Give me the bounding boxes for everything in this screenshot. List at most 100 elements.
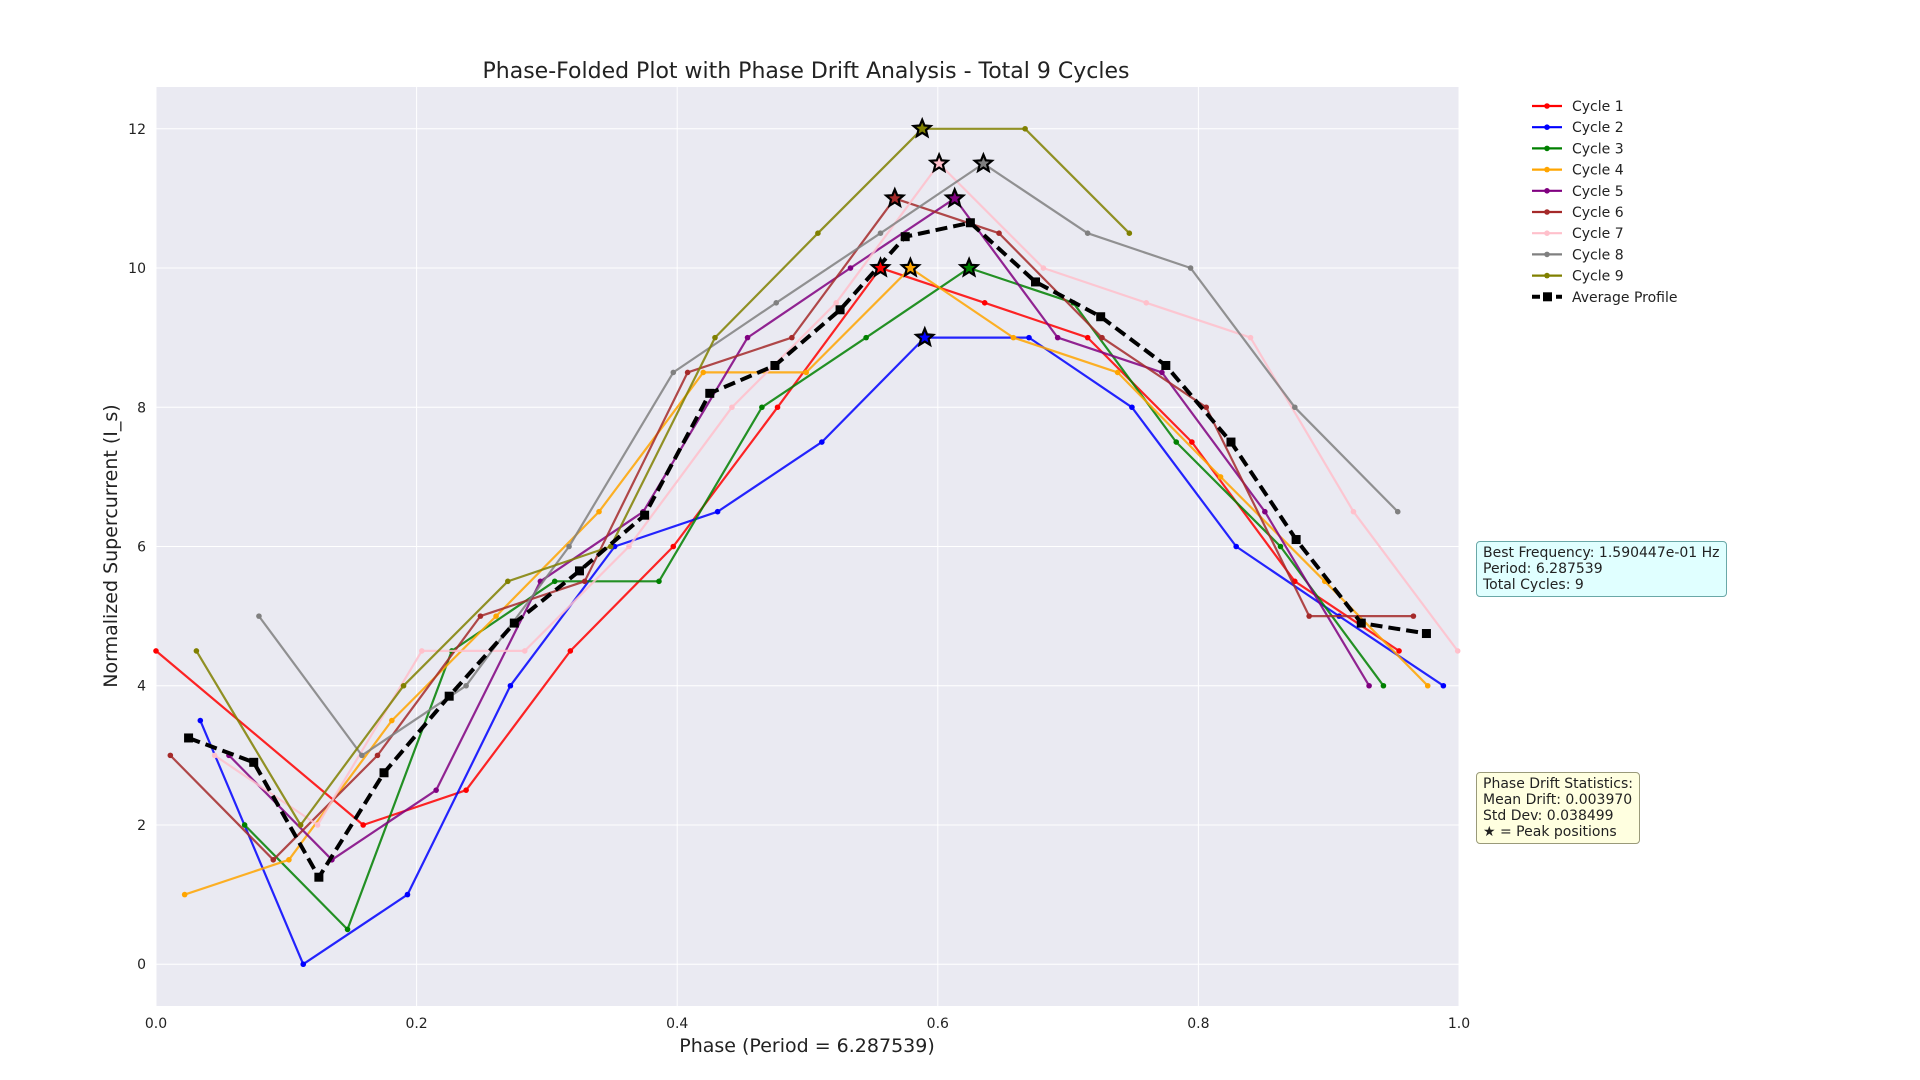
legend-label: Cycle 7 (1572, 226, 1624, 242)
average-profile-point (705, 388, 715, 398)
axis-ticks: 0.0 0.2 0.4 0.6 0.8 1.0 0 2 4 6 8 10 12 (128, 122, 1470, 1032)
data-point (712, 334, 718, 341)
peak-star-marker (910, 116, 934, 139)
data-point (815, 230, 821, 237)
data-point (759, 404, 765, 411)
data-point (833, 300, 839, 306)
data-point (1410, 613, 1417, 619)
legend-entry: Average Profile (1532, 290, 1677, 306)
grid-lines (155, 87, 1460, 1006)
data-point (551, 578, 558, 585)
data-point (400, 682, 407, 689)
data-point (803, 369, 809, 376)
data-point (877, 230, 884, 237)
data-point (193, 648, 200, 654)
data-point (773, 300, 780, 306)
peak-star-marker (869, 256, 892, 278)
legend-entry: Cycle 8 (1532, 247, 1624, 263)
data-point (1396, 648, 1402, 654)
legend-label: Cycle 3 (1572, 141, 1624, 157)
peak-star-marker (883, 186, 907, 209)
data-point (521, 648, 528, 654)
average-profile-layer (184, 218, 1431, 882)
data-point (256, 613, 262, 619)
legend-label: Cycle 6 (1572, 205, 1624, 221)
data-point (566, 543, 572, 550)
data-point (344, 926, 351, 933)
average-profile-point (1161, 360, 1171, 370)
data-point (1380, 682, 1387, 689)
data-point (1022, 125, 1028, 132)
average-profile-point (509, 618, 519, 628)
legend-label: Cycle 4 (1572, 163, 1624, 179)
legend-label: Cycle 8 (1572, 247, 1624, 263)
data-point (297, 822, 304, 828)
y-axis-label: Normalized Supercurrent (I_s) (100, 404, 122, 687)
legend-entry: Cycle 6 (1532, 205, 1624, 221)
average-profile-point (900, 232, 910, 242)
peak-star-marker (913, 325, 937, 348)
average-profile-point (1031, 277, 1041, 287)
average-profile-point (444, 691, 454, 701)
average-profile-line (187, 220, 1427, 882)
data-point (1010, 334, 1017, 341)
data-point (211, 752, 218, 759)
legend-swatch-marker (1544, 272, 1550, 279)
series-line (195, 127, 1131, 827)
legend-swatch-marker (1544, 251, 1550, 258)
legend-swatch-marker (1544, 145, 1550, 152)
data-point (670, 543, 677, 550)
x-axis-label: Phase (Period = 6.287539) (679, 1035, 935, 1057)
peak-star-marker (927, 151, 951, 174)
data-point (1454, 648, 1461, 654)
peak-star-marker (972, 151, 995, 174)
data-point (981, 300, 988, 306)
total-cycles-text: Total Cycles: 9 (1483, 577, 1584, 593)
data-point (774, 404, 781, 411)
period-text: Period: 6.287539 (1483, 561, 1603, 577)
data-point (744, 334, 751, 341)
data-point (419, 648, 425, 654)
legend-entry: Cycle 2 (1532, 120, 1624, 136)
data-point (1026, 334, 1032, 341)
x-tick-label: 0.6 (927, 1016, 949, 1032)
data-point (404, 891, 411, 898)
legend-entry: Cycle 5 (1532, 184, 1624, 200)
peak-star-marker (957, 256, 981, 278)
std-dev-text: Std Dev: 0.038499 (1483, 808, 1614, 824)
peak-star-marker (899, 256, 922, 278)
x-tick-label: 0.4 (666, 1016, 688, 1032)
data-point (1084, 334, 1091, 341)
data-point (1040, 265, 1047, 271)
series-cycle-2 (197, 334, 1447, 968)
data-point (477, 613, 484, 619)
data-point (1394, 508, 1401, 515)
chart-title: Phase-Folded Plot with Phase Drift Analy… (483, 59, 1130, 84)
legend-label: Cycle 2 (1572, 120, 1624, 136)
data-point (286, 856, 292, 863)
series-line (243, 266, 1385, 931)
x-tick-label: 1.0 (1448, 1016, 1470, 1032)
legend-label: Cycle 1 (1572, 99, 1624, 115)
data-point (656, 578, 662, 585)
mean-drift-text: Mean Drift: 0.003970 (1483, 792, 1633, 808)
data-point (505, 578, 511, 585)
data-point (1440, 682, 1447, 689)
legend-entry: Cycle 9 (1532, 269, 1624, 285)
y-tick-label: 4 (137, 679, 146, 695)
legend-swatch-marker (1544, 103, 1550, 109)
y-tick-label: 6 (137, 540, 146, 556)
data-point (611, 543, 618, 550)
average-profile-point (1096, 312, 1106, 322)
data-point (1099, 334, 1105, 341)
data-point (1233, 543, 1239, 550)
data-point (1173, 439, 1180, 445)
data-point (1247, 334, 1254, 341)
legend-swatch-marker (1543, 292, 1552, 302)
average-profile-point (640, 510, 650, 520)
data-point (1143, 300, 1150, 306)
legend-label: Average Profile (1572, 290, 1677, 306)
data-point (847, 265, 854, 271)
data-point (167, 752, 174, 759)
